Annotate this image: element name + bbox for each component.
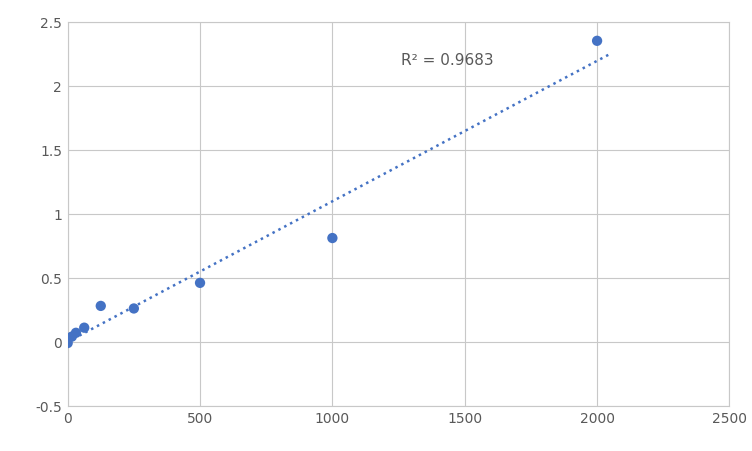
Point [78, 324, 90, 331]
Text: R² = 0.9683: R² = 0.9683 [402, 53, 494, 68]
Point [62, 340, 74, 347]
Point [591, 38, 603, 46]
Point [128, 305, 140, 313]
Point [66, 333, 77, 341]
Point [70, 329, 82, 336]
Point [194, 280, 206, 287]
Point [95, 303, 107, 310]
Point [326, 235, 338, 242]
